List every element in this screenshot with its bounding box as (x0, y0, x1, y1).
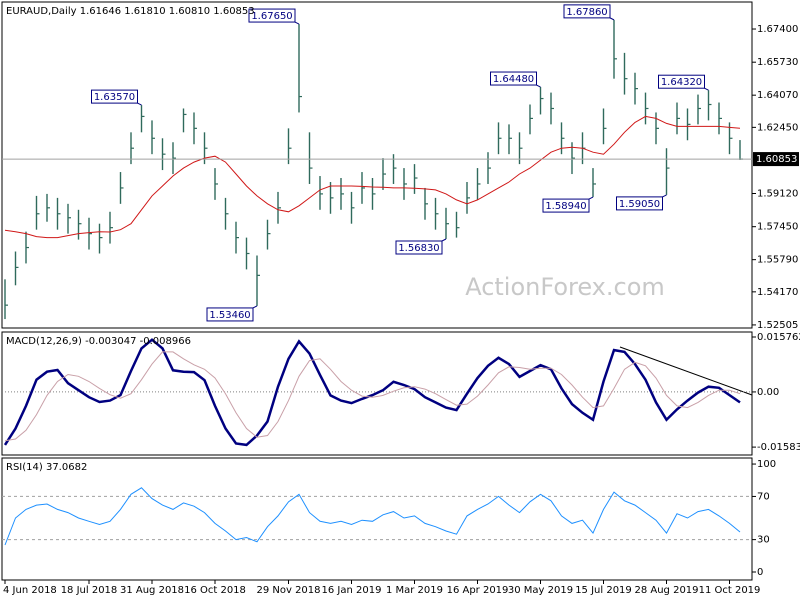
y-tick-label: 1.54170 (757, 287, 798, 298)
annotation-label: 1.64480 (493, 74, 534, 85)
indicator-line (4, 487, 741, 546)
y-tick-label: 1.55790 (757, 255, 798, 266)
panel-title: RSI(14) 37.0682 (6, 462, 87, 473)
x-tick-label: 16 Oct 2018 (184, 585, 246, 596)
annotation-label: 1.67860 (566, 7, 607, 18)
annotation-box (395, 240, 443, 255)
annotation-label: 1.64320 (661, 77, 702, 88)
y-tick-label: 100 (757, 459, 776, 470)
y-tick-label: 1.52505 (757, 320, 798, 331)
y-tick-label: 70 (757, 491, 770, 502)
annotation-label: 1.58940 (545, 201, 586, 212)
annotation-connector (294, 21, 300, 25)
annotation-connector (588, 196, 594, 200)
indicator-line (3, 338, 741, 447)
x-tick-label: 30 May 2019 (508, 585, 573, 596)
x-tick-label: 11 Oct 2019 (699, 585, 761, 596)
annotation-connector (662, 194, 667, 198)
y-tick-label: -0.015834 (757, 442, 800, 453)
annotation-box (490, 71, 537, 86)
panel-border (1, 457, 753, 581)
x-tick-label: 16 Jan 2019 (322, 585, 382, 596)
annotation-box (658, 74, 705, 89)
trend-line (619, 346, 753, 396)
indicator-line (4, 351, 741, 442)
panel-title: EURAUD,Daily 1.61646 1.61810 1.60810 1.6… (6, 6, 255, 17)
x-tick-label: 15 Jul 2019 (575, 585, 632, 596)
y-tick-label: 0.00 (757, 387, 779, 398)
annotation-connector (137, 102, 142, 106)
x-tick-label: 1 Mar 2019 (386, 585, 443, 596)
panel-border (1, 1, 753, 329)
y-tick-label: 1.62450 (757, 122, 798, 133)
annotation-box (616, 196, 663, 211)
y-tick-label: 0.015762 (757, 332, 800, 343)
x-tick-label: 31 Aug 2018 (120, 585, 184, 596)
watermark: ActionForex.com (465, 273, 665, 301)
annotation-box (542, 198, 590, 213)
x-tick-label: 16 Apr 2019 (447, 585, 509, 596)
y-tick-label: 1.59120 (757, 189, 798, 200)
annotation-connector (441, 238, 447, 242)
y-tick-label: 1.67400 (757, 24, 798, 35)
annotation-connector (704, 87, 709, 91)
current-price-label: 1.60853 (756, 154, 797, 165)
annotation-box (206, 307, 254, 322)
x-tick-label: 4 Jun 2018 (3, 585, 57, 596)
y-tick-label: 0 (757, 567, 763, 578)
annotation-label: 1.59050 (619, 199, 660, 210)
y-tick-label: 1.57450 (757, 222, 798, 233)
annotation-box (248, 8, 296, 23)
current-price-box (753, 152, 799, 167)
x-tick-label: 28 Aug 2019 (634, 585, 698, 596)
moving-average (4, 115, 741, 239)
annotation-connector (536, 84, 541, 88)
annotation-label: 1.53460 (209, 310, 250, 321)
x-tick-label: 29 Nov 2018 (256, 585, 320, 596)
annotation-label: 1.63570 (94, 92, 135, 103)
annotation-box (563, 4, 611, 19)
annotation-label: 1.67650 (251, 11, 292, 22)
annotation-connector (252, 305, 258, 309)
annotation-connector (609, 17, 615, 21)
y-tick-label: 1.65730 (757, 57, 798, 68)
panel-border (1, 331, 753, 456)
x-tick-label: 18 Jul 2018 (61, 585, 118, 596)
annotation-box (91, 89, 138, 104)
y-tick-label: 1.64070 (757, 90, 798, 101)
y-tick-label: 30 (757, 535, 770, 546)
panel-title: MACD(12,26,9) -0.003047 -0.008966 (6, 336, 191, 347)
annotation-label: 1.56830 (398, 243, 439, 254)
